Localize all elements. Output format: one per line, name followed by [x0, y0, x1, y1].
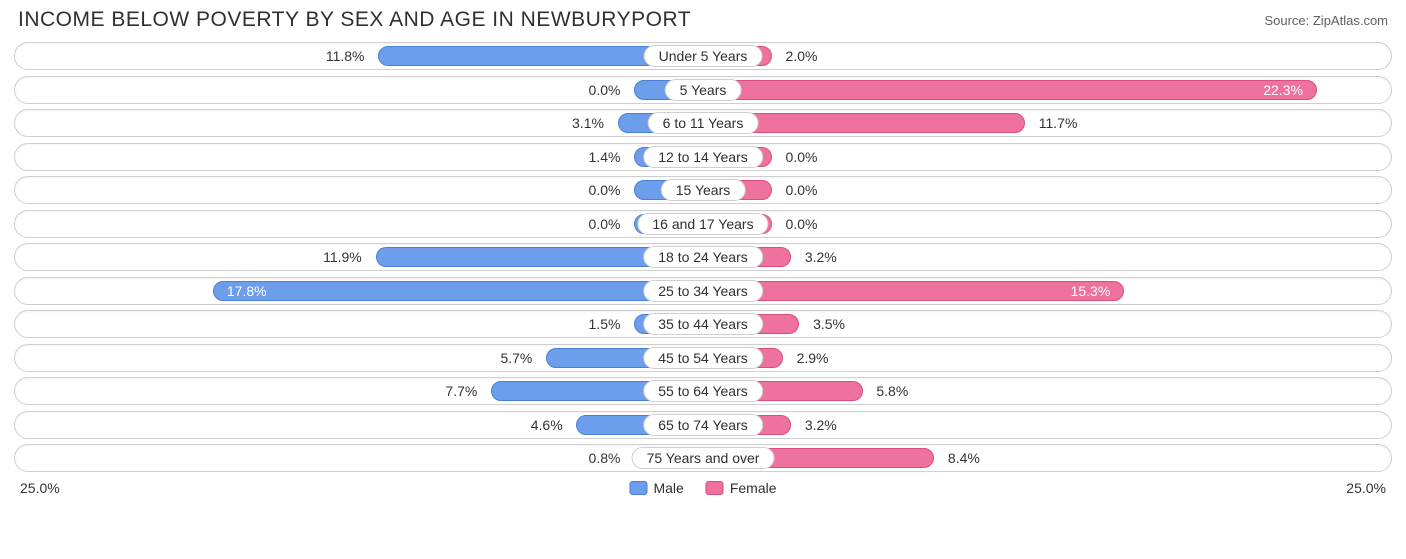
legend-swatch: [706, 481, 724, 495]
male-value-label: 11.9%: [323, 249, 362, 265]
category-label: 55 to 64 Years: [643, 380, 763, 402]
male-value-label: 4.6%: [531, 417, 563, 433]
data-row: 17.8% 15.3% 25 to 34 Years: [14, 277, 1392, 305]
legend-item: Female: [706, 480, 777, 496]
category-label: 35 to 44 Years: [643, 313, 763, 335]
female-value-label: 15.3%: [1071, 283, 1111, 299]
female-value-label: 8.4%: [948, 450, 980, 466]
category-label: 65 to 74 Years: [643, 414, 763, 436]
male-value-label: 0.8%: [589, 450, 621, 466]
category-label: 18 to 24 Years: [643, 246, 763, 268]
chart-source: Source: ZipAtlas.com: [1264, 13, 1388, 28]
legend: Male Female: [629, 480, 776, 496]
legend-swatch: [629, 481, 647, 495]
category-label: Under 5 Years: [644, 45, 763, 67]
category-label: 25 to 34 Years: [643, 280, 763, 302]
data-row: 1.5% 3.5% 35 to 44 Years: [14, 310, 1392, 338]
axis-right-label: 25.0%: [1346, 480, 1386, 496]
legend-label: Male: [653, 480, 683, 496]
data-row: 11.9% 3.2% 18 to 24 Years: [14, 243, 1392, 271]
chart-area: 11.8% 2.0% Under 5 Years 0.0% 22.3% 5 Years 3.…: [0, 36, 1406, 496]
male-bar: [213, 281, 703, 301]
data-row: 0.0% 22.3% 5 Years: [14, 76, 1392, 104]
data-row: 1.4% 0.0% 12 to 14 Years: [14, 143, 1392, 171]
male-value-label: 5.7%: [500, 350, 532, 366]
data-row: 11.8% 2.0% Under 5 Years: [14, 42, 1392, 70]
male-value-label: 1.5%: [589, 316, 621, 332]
data-row: 0.0% 0.0% 15 Years: [14, 176, 1392, 204]
male-value-label: 7.7%: [445, 383, 477, 399]
female-value-label: 0.0%: [786, 149, 818, 165]
female-value-label: 2.0%: [786, 48, 818, 64]
category-label: 45 to 54 Years: [643, 347, 763, 369]
female-value-label: 0.0%: [786, 182, 818, 198]
female-value-label: 3.2%: [805, 249, 837, 265]
female-value-label: 3.2%: [805, 417, 837, 433]
male-value-label: 3.1%: [572, 115, 604, 131]
category-label: 16 and 17 Years: [637, 213, 768, 235]
female-value-label: 0.0%: [786, 216, 818, 232]
female-value-label: 2.9%: [797, 350, 829, 366]
female-value-label: 5.8%: [876, 383, 908, 399]
male-value-label: 0.0%: [589, 182, 621, 198]
data-row: 0.0% 0.0% 16 and 17 Years: [14, 210, 1392, 238]
female-bar: [703, 80, 1317, 100]
data-row: 3.1% 11.7% 6 to 11 Years: [14, 109, 1392, 137]
female-value-label: 3.5%: [813, 316, 845, 332]
male-value-label: 11.8%: [326, 48, 365, 64]
data-row: 0.8% 8.4% 75 Years and over: [14, 444, 1392, 472]
category-label: 75 Years and over: [632, 447, 775, 469]
data-row: 4.6% 3.2% 65 to 74 Years: [14, 411, 1392, 439]
category-label: 6 to 11 Years: [648, 112, 759, 134]
female-value-label: 22.3%: [1263, 82, 1303, 98]
category-label: 12 to 14 Years: [643, 146, 763, 168]
data-row: 7.7% 5.8% 55 to 64 Years: [14, 377, 1392, 405]
female-bar: [703, 281, 1124, 301]
male-value-label: 0.0%: [589, 216, 621, 232]
axis-left-label: 25.0%: [20, 480, 60, 496]
female-value-label: 11.7%: [1039, 115, 1078, 131]
chart-title: INCOME BELOW POVERTY BY SEX AND AGE IN N…: [18, 8, 691, 32]
data-row: 5.7% 2.9% 45 to 54 Years: [14, 344, 1392, 372]
legend-item: Male: [629, 480, 683, 496]
chart-header: INCOME BELOW POVERTY BY SEX AND AGE IN N…: [0, 0, 1406, 36]
legend-label: Female: [730, 480, 777, 496]
male-value-label: 0.0%: [589, 82, 621, 98]
male-value-label: 17.8%: [227, 283, 267, 299]
male-value-label: 1.4%: [589, 149, 621, 165]
axis-row: 25.0% Male Female 25.0%: [14, 478, 1392, 496]
category-label: 15 Years: [661, 179, 746, 201]
category-label: 5 Years: [665, 79, 742, 101]
